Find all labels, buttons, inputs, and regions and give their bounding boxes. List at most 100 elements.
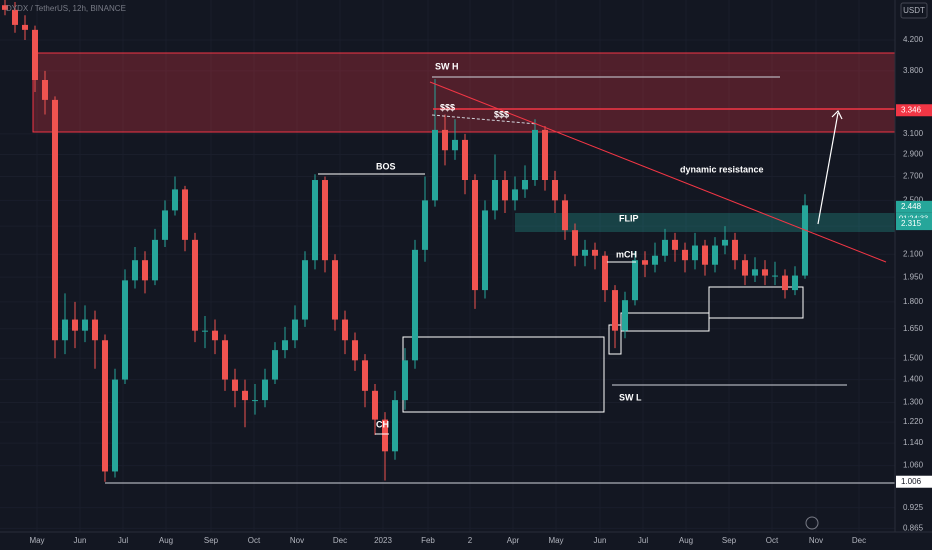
grid bbox=[0, 0, 895, 532]
y-tick-label: 0.925 bbox=[903, 503, 924, 512]
candles bbox=[2, 0, 808, 482]
candle-body bbox=[342, 319, 348, 341]
candle-body bbox=[642, 260, 648, 265]
candle-body bbox=[72, 319, 78, 331]
y-tick-label: 1.650 bbox=[903, 324, 924, 333]
x-tick-label: Sep bbox=[204, 536, 219, 545]
x-tick-label: Apr bbox=[507, 536, 520, 545]
candle-body bbox=[502, 180, 508, 201]
price-label-box bbox=[896, 218, 932, 231]
candle-body bbox=[772, 275, 778, 277]
candle-body bbox=[232, 379, 238, 391]
candle-body bbox=[492, 180, 498, 211]
candle-body bbox=[212, 330, 218, 341]
liquidity-line bbox=[431, 114, 538, 125]
annotation: dynamic resistance bbox=[680, 164, 764, 174]
x-tick-label: Aug bbox=[159, 536, 173, 545]
price-label: 3.346 bbox=[901, 105, 922, 114]
candle-body bbox=[162, 210, 168, 240]
trend-line bbox=[429, 81, 887, 263]
candle-body bbox=[22, 24, 28, 30]
candle-body bbox=[702, 245, 708, 265]
x-tick-label: 2 bbox=[468, 536, 473, 545]
x-tick-label: Jul bbox=[118, 536, 128, 545]
candle-body bbox=[752, 269, 758, 276]
candle-body bbox=[82, 319, 88, 331]
y-tick-label: 0.865 bbox=[903, 524, 924, 533]
unit-box[interactable] bbox=[900, 2, 928, 19]
candle-body bbox=[122, 280, 128, 380]
y-tick-label: 1.500 bbox=[903, 353, 924, 362]
candle-body bbox=[462, 139, 468, 181]
candle-body bbox=[262, 379, 268, 401]
candle-body bbox=[612, 290, 618, 331]
candle-body bbox=[652, 255, 658, 265]
candle-body bbox=[622, 300, 628, 331]
candle-body bbox=[732, 239, 738, 261]
annotation: SW H bbox=[435, 61, 459, 71]
candle-body bbox=[572, 230, 578, 256]
candle-body bbox=[352, 340, 358, 361]
box bbox=[708, 286, 804, 319]
price-label-box bbox=[896, 104, 932, 117]
y-tick-label: 2.700 bbox=[903, 172, 924, 181]
y-tick-label: 1.400 bbox=[903, 375, 924, 384]
annotation: $$$ bbox=[494, 109, 509, 119]
x-tick-label: Aug bbox=[679, 536, 693, 545]
y-tick-label: 3.800 bbox=[903, 66, 924, 75]
x-tick-label: Nov bbox=[809, 536, 823, 545]
y-tick-label: 2.100 bbox=[903, 249, 924, 258]
replay-icon[interactable] bbox=[805, 516, 819, 530]
candle-body bbox=[132, 260, 138, 281]
candle-body bbox=[102, 340, 108, 472]
candle-body bbox=[112, 379, 118, 472]
x-tick-label: Dec bbox=[852, 536, 866, 545]
x-tick-label: Nov bbox=[290, 536, 304, 545]
y-tick-label: 2.500 bbox=[903, 195, 924, 204]
x-tick-label: Oct bbox=[766, 536, 779, 545]
x-tick-label: May bbox=[548, 536, 563, 545]
candle-body bbox=[142, 260, 148, 281]
annotation: mCH bbox=[616, 249, 637, 259]
candle-body bbox=[662, 239, 668, 256]
candle-body bbox=[402, 360, 408, 401]
candle-body bbox=[322, 180, 328, 261]
annotation: CH bbox=[376, 419, 389, 429]
y-tick-label: 1.800 bbox=[903, 297, 924, 306]
candle-body bbox=[242, 390, 248, 401]
x-tick-label: Jul bbox=[638, 536, 648, 545]
candle-body bbox=[522, 180, 528, 190]
y-tick-label: 1.300 bbox=[903, 398, 924, 407]
price-label: 1.006 bbox=[901, 477, 922, 486]
candle-body bbox=[32, 29, 38, 81]
candle-body bbox=[42, 80, 48, 100]
candle-body bbox=[172, 189, 178, 211]
candle-body bbox=[302, 260, 308, 320]
chart-title: DYDX / TetherUS, 12h, BINANCE bbox=[6, 4, 126, 13]
y-tick-label: 3.100 bbox=[903, 129, 924, 138]
candle-body bbox=[432, 129, 438, 201]
arrow bbox=[817, 112, 839, 225]
y-tick-label: 1.950 bbox=[903, 272, 924, 281]
box bbox=[620, 312, 710, 332]
candle-body bbox=[512, 189, 518, 201]
candle-body bbox=[552, 180, 558, 201]
candle-body bbox=[712, 245, 718, 265]
candle-body bbox=[292, 319, 298, 341]
candle-body bbox=[12, 9, 18, 25]
candle-body bbox=[412, 249, 418, 361]
candle-body bbox=[192, 239, 198, 331]
unit-label: USDT bbox=[903, 6, 925, 15]
x-tick-label: Jun bbox=[74, 536, 87, 545]
candle-body bbox=[182, 189, 188, 240]
candle-body bbox=[312, 180, 318, 261]
y-tick-label: 1.220 bbox=[903, 417, 924, 426]
x-tick-label: 2023 bbox=[374, 536, 392, 545]
y-tick-label: 1.060 bbox=[903, 461, 924, 470]
candle-body bbox=[792, 275, 798, 291]
candle-body bbox=[62, 319, 68, 341]
y-tick-label: 2.900 bbox=[903, 150, 924, 159]
price-label-box bbox=[896, 475, 932, 488]
candle-body bbox=[542, 129, 548, 181]
candle-body bbox=[592, 249, 598, 256]
